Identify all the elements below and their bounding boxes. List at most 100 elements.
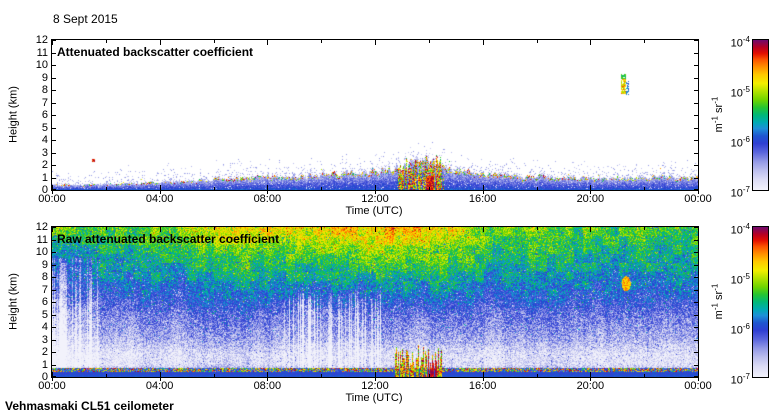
axis-tick: [590, 40, 591, 45]
axis-tick: [52, 189, 56, 190]
x-axis-label-top: Time (UTC): [345, 205, 403, 217]
axis-tick: [214, 40, 215, 43]
axis-tick: [694, 376, 698, 377]
y-tick-label: 4: [41, 134, 48, 146]
axis-tick: [429, 40, 430, 43]
axis-tick: [160, 190, 161, 194]
y-axis-label-bottom: Height (km): [7, 273, 20, 330]
axis-tick: [694, 327, 698, 328]
axis-tick: [537, 227, 538, 230]
axis-tick: [694, 165, 698, 166]
colorbar-tick-label: 10-6: [730, 135, 750, 150]
axis-tick: [52, 178, 56, 179]
y-tick-label: 9: [41, 258, 48, 271]
y-tick-label: 3: [41, 333, 48, 346]
y-tick-label: 5: [41, 308, 48, 321]
axis-tick: [694, 78, 698, 79]
colorbar-tick-label: 10-7: [730, 372, 750, 387]
axis-tick: [483, 185, 484, 190]
axis-tick: [375, 40, 376, 45]
axis-tick: [375, 377, 376, 381]
y-tick-label: 8: [41, 84, 48, 96]
axis-tick: [375, 185, 376, 190]
axis-tick: [590, 377, 591, 381]
panel-title-raw: Raw attenuated backscatter coefficient: [57, 232, 280, 246]
axis-tick: [483, 377, 484, 381]
colorbar-unit-label-top: m-1 sr-1: [710, 96, 726, 133]
y-tick-label: 10: [35, 59, 48, 71]
axis-tick: [429, 227, 430, 230]
axis-tick: [267, 377, 268, 381]
axis-tick: [694, 53, 698, 54]
axis-tick: [694, 277, 698, 278]
axis-tick: [537, 187, 538, 190]
colorbar-tick-label: 10-5: [730, 272, 750, 287]
axis-tick: [214, 227, 215, 230]
axis-tick: [106, 187, 107, 190]
axis-tick: [52, 185, 53, 190]
axis-tick: [52, 140, 56, 141]
x-tick-label: 00:00: [684, 380, 712, 392]
colorbar-tick-label: 10-4: [730, 222, 750, 237]
axis-tick: [52, 153, 56, 154]
axis-tick: [52, 377, 53, 381]
axis-tick: [537, 374, 538, 377]
y-tick-label: 12: [35, 221, 48, 233]
axis-tick: [52, 252, 56, 253]
raw-backscatter-heatmap: [52, 227, 698, 377]
raw-backscatter-panel: Raw attenuated backscatter coefficient: [51, 226, 699, 381]
attenuated-backscatter-heatmap: [52, 40, 698, 190]
axis-tick: [214, 187, 215, 190]
x-tick-label: 12:00: [361, 380, 389, 392]
x-tick-label: 00:00: [38, 380, 66, 392]
axis-tick: [483, 227, 484, 232]
axis-tick: [694, 340, 698, 341]
colorbar-unit-label-bottom: m-1 sr-1: [710, 283, 726, 320]
x-tick-label: 12:00: [361, 193, 389, 205]
y-tick-label: 2: [41, 346, 48, 358]
axis-tick: [52, 240, 56, 241]
x-tick-label: 20:00: [576, 193, 605, 205]
colorbar-tick-label: 10-5: [730, 85, 750, 100]
axis-tick: [694, 302, 698, 303]
axis-tick: [694, 140, 698, 141]
axis-tick: [321, 227, 322, 230]
y-tick-label: 9: [41, 71, 48, 84]
axis-tick: [644, 227, 645, 230]
axis-tick: [375, 190, 376, 194]
axis-tick: [106, 40, 107, 43]
axis-tick: [52, 277, 56, 278]
axis-tick: [52, 376, 56, 377]
axis-tick: [694, 115, 698, 116]
axis-tick: [106, 227, 107, 230]
x-tick-label: 16:00: [468, 380, 497, 392]
y-tick-label: 11: [36, 233, 48, 246]
axis-tick: [52, 190, 53, 194]
y-tick-label: 1: [41, 358, 48, 371]
axis-tick: [267, 372, 268, 377]
x-tick-label: 04:00: [145, 380, 174, 392]
y-tick-label: 5: [41, 121, 48, 134]
axis-tick: [644, 40, 645, 43]
axis-tick: [694, 315, 698, 316]
axis-tick: [698, 372, 699, 377]
y-tick-label: 7: [41, 283, 48, 296]
axis-tick: [694, 252, 698, 253]
colorbar-tick-label: 10-7: [730, 185, 750, 200]
colorbar-tick-label: 10-6: [730, 322, 750, 337]
axis-tick: [694, 153, 698, 154]
axis-tick: [694, 178, 698, 179]
axis-tick: [644, 374, 645, 377]
axis-tick: [160, 227, 161, 232]
axis-tick: [52, 290, 56, 291]
axis-tick: [106, 374, 107, 377]
axis-tick: [694, 65, 698, 66]
x-tick-label: 00:00: [38, 193, 66, 205]
axis-tick: [52, 265, 56, 266]
axis-tick: [537, 40, 538, 43]
axis-tick: [694, 365, 698, 366]
axis-tick: [52, 327, 56, 328]
axis-tick: [160, 377, 161, 381]
x-tick-label: 20:00: [576, 380, 605, 392]
y-tick-label: 3: [41, 146, 48, 159]
